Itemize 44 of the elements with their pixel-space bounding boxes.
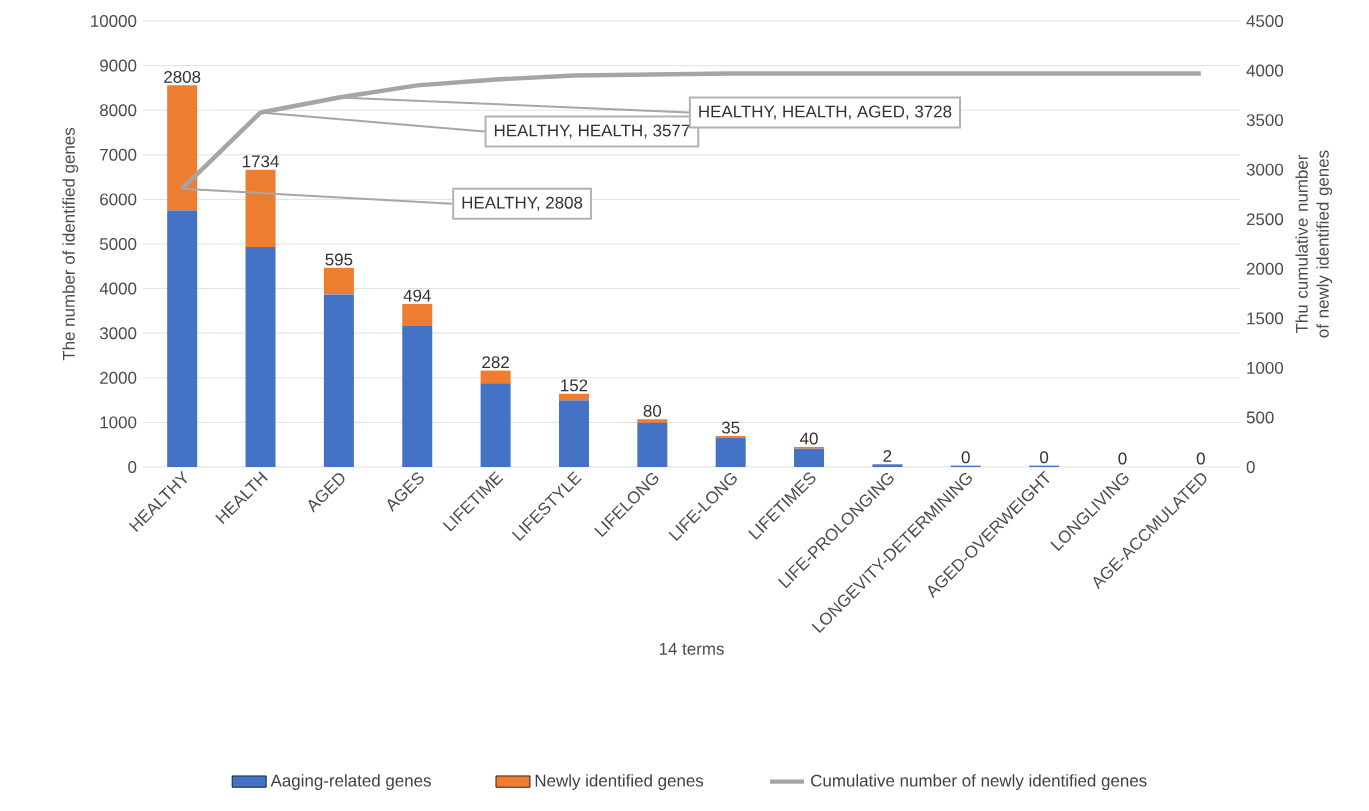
data-label: 152 xyxy=(561,379,588,392)
y2-tick-label: 1000 xyxy=(1247,361,1284,374)
legend-label: Aaging-related genes xyxy=(270,774,431,790)
y2-tick-label: 3500 xyxy=(1246,114,1284,127)
y-tick-label: 4000 xyxy=(99,282,137,295)
data-label: HEALTHY, HEALTH, AGED, 3728 xyxy=(699,105,952,120)
y2-tick-label: 0 xyxy=(1246,461,1255,473)
y2-tick-label: 4500 xyxy=(1246,15,1284,27)
data-label: 2 xyxy=(883,450,892,462)
y2-tick-label: 500 xyxy=(1246,411,1274,424)
y-tick-label: 6000 xyxy=(100,193,137,206)
x-axis-title: 14 terms xyxy=(659,643,724,655)
legend-label: Newly identified genes xyxy=(535,774,704,790)
y-axis-title: The number of identified genes xyxy=(62,127,79,361)
y2-axis-title: Thu cumulative number of newly identified genes xyxy=(1295,150,1333,338)
data-label: 40 xyxy=(800,432,818,445)
data-label: 0 xyxy=(961,451,970,464)
data-label: 282 xyxy=(482,356,509,369)
y-tick-label: 10000 xyxy=(91,15,137,27)
y-tick-label: 2000 xyxy=(100,371,137,384)
data-label: 1734 xyxy=(242,155,279,168)
y2-tick-label: 4000 xyxy=(1246,64,1284,77)
data-label: HEALTHY, HEALTH, 3577 xyxy=(494,124,690,139)
data-label: 80 xyxy=(643,404,662,417)
y-tick-label: 8000 xyxy=(100,104,137,117)
data-label: 2808 xyxy=(164,70,201,83)
y-tick-label: 3000 xyxy=(99,327,137,340)
data-label: 0 xyxy=(1118,452,1127,465)
data-label: 0 xyxy=(1196,452,1205,465)
y2-tick-label: 2000 xyxy=(1246,262,1284,275)
data-label: HEALTHY, 2808 xyxy=(462,196,583,211)
y2-tick-label: 1500 xyxy=(1247,312,1284,325)
data-label: 494 xyxy=(403,289,431,302)
y-tick-label: 7000 xyxy=(100,148,137,161)
legend-label: Cumulative number of newly identified genes xyxy=(811,774,1147,790)
y-tick-label: 1000 xyxy=(100,416,137,429)
y2-tick-label: 3000 xyxy=(1246,163,1284,176)
y2-tick-label: 2500 xyxy=(1246,213,1284,226)
y-tick-label: 0 xyxy=(128,461,137,473)
data-label: 35 xyxy=(721,421,740,434)
y-tick-label: 5000 xyxy=(99,238,137,250)
data-label: 0 xyxy=(1040,451,1049,464)
y-tick-label: 9000 xyxy=(100,59,137,72)
data-label: 595 xyxy=(325,253,353,266)
